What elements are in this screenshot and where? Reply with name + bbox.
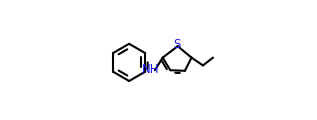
Text: S: S [173, 39, 181, 51]
Text: NH: NH [142, 63, 160, 76]
